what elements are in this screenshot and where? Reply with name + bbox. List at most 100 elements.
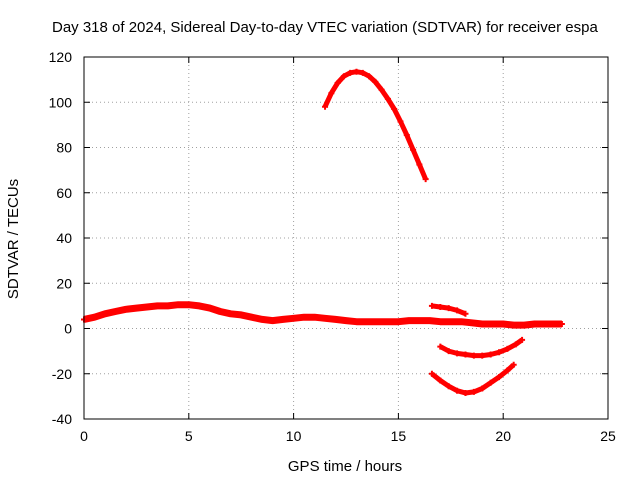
data-point (437, 318, 444, 325)
data-point (445, 305, 452, 312)
data-point (521, 322, 528, 329)
data-point (470, 388, 477, 395)
data-point (496, 374, 503, 381)
y-tick-label: 100 (49, 94, 73, 110)
data-point (462, 310, 469, 317)
y-tick-label: 60 (56, 185, 72, 201)
x-tick-label: 5 (185, 428, 193, 444)
data-point (340, 73, 347, 80)
data-point (445, 348, 452, 355)
y-tick-label: 40 (56, 230, 72, 246)
data-point (332, 316, 339, 323)
data-point (185, 301, 192, 308)
data-point (489, 320, 496, 327)
data-point (487, 379, 494, 386)
data-point (391, 106, 398, 113)
data-point (445, 383, 452, 390)
data-point (426, 317, 433, 324)
data-point (196, 302, 203, 309)
data-point (384, 318, 391, 325)
data-point (143, 304, 150, 311)
data-point (164, 302, 171, 309)
data-point (353, 318, 360, 325)
data-point (504, 345, 511, 352)
data-point (334, 80, 341, 87)
data-point (504, 367, 511, 374)
data-point (311, 314, 318, 321)
data-point (395, 318, 402, 325)
x-tick-label: 15 (391, 428, 407, 444)
data-point (322, 315, 329, 322)
data-point (447, 318, 454, 325)
x-axis-title: GPS time / hours (288, 458, 402, 475)
data-point (462, 389, 469, 396)
x-tick-label: 0 (80, 428, 88, 444)
data-point (416, 161, 423, 168)
series-line-main-band (83, 301, 562, 329)
series-line-high-arc (322, 69, 428, 181)
data-point (531, 320, 538, 327)
data-point (510, 361, 517, 368)
data-point (101, 310, 108, 317)
data-point (437, 377, 444, 384)
data-point (112, 308, 119, 315)
data-point (133, 305, 140, 312)
data-point (428, 302, 435, 309)
data-point (343, 317, 349, 324)
data-point (372, 78, 379, 85)
data-point (422, 176, 429, 183)
series-line-mid-arc (439, 337, 524, 359)
data-point (206, 305, 213, 312)
series-layer (81, 68, 565, 396)
data-point (542, 320, 549, 327)
data-point (328, 90, 335, 97)
y-tick-label: -20 (52, 366, 72, 382)
data-point (416, 317, 423, 324)
data-point (363, 318, 370, 325)
data-point (468, 319, 475, 326)
y-tick-label: 0 (64, 321, 72, 337)
data-point (462, 351, 469, 358)
data-point (410, 146, 417, 153)
data-point (500, 320, 507, 327)
data-point (487, 351, 494, 358)
data-point (175, 301, 182, 308)
x-tick-label: 10 (286, 428, 302, 444)
data-point (552, 320, 559, 327)
data-point (322, 103, 329, 110)
data-point (454, 350, 461, 357)
data-point (91, 314, 98, 321)
data-point (122, 306, 129, 313)
plot-frame (83, 56, 609, 420)
data-point (347, 69, 354, 76)
data-point (359, 69, 366, 76)
data-point (454, 387, 461, 394)
x-tick-label: 20 (495, 428, 511, 444)
data-point (353, 68, 360, 75)
y-tick-label: 120 (49, 49, 73, 65)
data-point (269, 317, 276, 324)
data-point (259, 316, 266, 323)
data-point (558, 320, 565, 327)
data-point (454, 307, 461, 314)
data-point (378, 86, 385, 93)
data-point (290, 315, 297, 322)
y-tick-label: -40 (52, 411, 72, 427)
data-point (496, 349, 503, 356)
data-point (403, 132, 410, 139)
grid (84, 57, 608, 419)
y-axis-title: SDTVAR / TECUs (5, 179, 22, 299)
data-point (301, 314, 308, 321)
data-point (384, 95, 391, 102)
y-tick-label: 80 (56, 140, 72, 156)
data-point (154, 302, 161, 309)
data-point (280, 316, 287, 323)
y-tick-label: 20 (56, 275, 72, 291)
data-point (238, 311, 245, 318)
x-tick-label: 25 (600, 428, 616, 444)
data-point (405, 317, 412, 324)
data-point (458, 318, 465, 325)
data-point (397, 118, 404, 125)
data-point (374, 318, 381, 325)
